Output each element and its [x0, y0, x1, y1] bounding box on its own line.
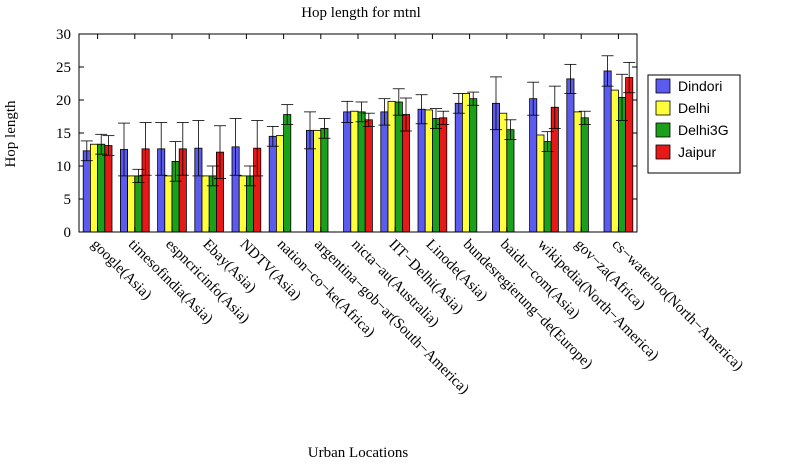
x-axis-label: Urban Locations [308, 445, 409, 461]
bar-delhi [90, 143, 99, 233]
bar-delhi [536, 134, 545, 233]
bar-delhi [350, 110, 359, 233]
bar-dindori [529, 98, 538, 233]
bar-dindori [417, 108, 426, 233]
bar-delhi3g [580, 117, 589, 233]
bar-delhi [313, 129, 322, 233]
legend-swatch-delhi [655, 100, 671, 116]
bar-delhi [127, 175, 136, 233]
y-tick-label: 5 [64, 192, 72, 208]
bar-dindori [566, 78, 575, 233]
bar-jaipur [439, 117, 448, 233]
plot-area-frame [78, 33, 638, 233]
bar-dindori [82, 150, 91, 233]
bar-delhi [387, 100, 396, 233]
bar-delhi3g [543, 141, 552, 233]
bar-delhi3g [431, 118, 440, 233]
bar-delhi3g [97, 143, 106, 233]
legend-swatch-jaipur [655, 144, 671, 160]
bar-delhi3g [357, 111, 366, 233]
bar-dindori [343, 111, 352, 233]
bar-delhi [201, 175, 210, 233]
bar-jaipur [401, 114, 410, 233]
bar-delhi [275, 135, 284, 233]
bar-delhi [461, 93, 470, 233]
bar-dindori [380, 111, 389, 233]
y-tick-label: 15 [56, 126, 71, 142]
legend-label: Delhi3G [678, 122, 729, 138]
bar-jaipur [104, 145, 113, 233]
legend: Dindori Delhi Delhi3G Jaipur [647, 74, 741, 174]
y-tick-label: 0 [64, 225, 72, 241]
bar-delhi [499, 112, 508, 233]
y-axis-label: Hop length [3, 100, 19, 168]
legend-label: Dindori [678, 78, 722, 94]
bar-delhi3g [320, 127, 329, 233]
legend-swatch-dindori [655, 78, 671, 94]
error-bars-group [80, 55, 636, 187]
y-tick-label: 25 [56, 60, 71, 76]
y-axis-ticks: 0 5 10 15 20 25 30 [56, 27, 637, 241]
chart-title: Hop length for mtnl [301, 5, 421, 21]
bar-jaipur [625, 77, 634, 233]
bar-delhi3g [394, 101, 403, 233]
bar-dindori [603, 70, 612, 233]
legend-swatch-delhi3g [655, 122, 671, 138]
bar-delhi3g [134, 175, 143, 233]
bar-delhi [238, 175, 247, 233]
y-tick-label: 10 [56, 159, 71, 175]
bar-delhi3g [283, 114, 292, 233]
bar-jaipur [364, 119, 373, 233]
bar-delhi [610, 89, 619, 233]
y-tick-label: 20 [56, 93, 71, 109]
bar-delhi [573, 111, 582, 233]
bar-series-group [82, 70, 634, 233]
bar-delhi3g [469, 98, 478, 233]
bar-dindori [454, 102, 463, 233]
bar-dindori [268, 135, 277, 233]
legend-label: Jaipur [678, 144, 716, 160]
bar-delhi3g [506, 129, 515, 233]
bar-delhi [164, 175, 173, 233]
y-tick-label: 30 [56, 27, 71, 43]
legend-label: Delhi [678, 100, 710, 116]
